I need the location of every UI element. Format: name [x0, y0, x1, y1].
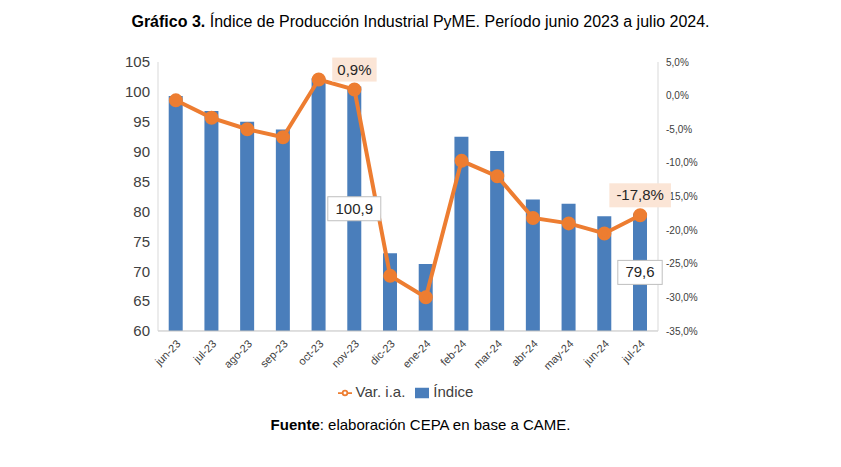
svg-text:0,9%: 0,9%: [337, 61, 371, 78]
svg-text:85: 85: [133, 173, 150, 190]
html-text:Índice: Índice: [433, 383, 474, 400]
svg-text:may-24: may-24: [541, 337, 575, 371]
svg-text:nov-23: nov-23: [329, 337, 361, 369]
svg-text:mar-24: mar-24: [471, 337, 504, 370]
svg-text:90: 90: [133, 143, 150, 160]
svg-text:-10,0%: -10,0%: [666, 157, 698, 168]
svg-text:ago-23: ago-23: [222, 337, 255, 370]
svg-text:sep-23: sep-23: [258, 337, 290, 369]
svg-text:5,0%: 5,0%: [666, 57, 689, 68]
svg-text:-25,0%: -25,0%: [666, 258, 698, 269]
svg-text:-5,0%: -5,0%: [666, 124, 692, 135]
svg-text:0,0%: 0,0%: [666, 90, 689, 101]
svg-text:feb-24: feb-24: [438, 337, 469, 368]
html-text:Gráfico 3. Índice de Producció: Gráfico 3. Índice de Producción Industri…: [131, 13, 710, 30]
svg-text:-17,8%: -17,8%: [616, 186, 664, 203]
svg-text:100,9: 100,9: [336, 200, 374, 217]
svg-text:-20,0%: -20,0%: [666, 225, 698, 236]
svg-text:100: 100: [125, 83, 150, 100]
svg-text:jul-23: jul-23: [190, 337, 218, 365]
svg-text:70: 70: [133, 263, 150, 280]
svg-text:-30,0%: -30,0%: [666, 292, 698, 303]
svg-text:oct-23: oct-23: [296, 337, 326, 367]
svg-text:jun-23: jun-23: [152, 337, 183, 368]
svg-text:jul-24: jul-24: [619, 337, 647, 365]
svg-text:79,6: 79,6: [625, 263, 654, 280]
svg-text:105: 105: [125, 53, 150, 70]
html-text:Var. i.a.: Var. i.a.: [355, 383, 406, 400]
svg-text:-15,0%: -15,0%: [666, 191, 698, 202]
svg-text:dic-23: dic-23: [367, 337, 397, 367]
html-text:Fuente: elaboración CEPA en ba: Fuente: elaboración CEPA en base a CAME.: [270, 416, 571, 433]
svg-text:75: 75: [133, 233, 150, 250]
svg-text:-35,0%: -35,0%: [666, 326, 698, 337]
svg-text:65: 65: [133, 292, 150, 309]
svg-text:jun-24: jun-24: [581, 337, 612, 368]
svg-text:60: 60: [133, 322, 150, 339]
svg-text:80: 80: [133, 203, 150, 220]
svg-text:ene-24: ene-24: [400, 337, 433, 370]
svg-text:abr-24: abr-24: [509, 337, 540, 368]
svg-text:95: 95: [133, 113, 150, 130]
